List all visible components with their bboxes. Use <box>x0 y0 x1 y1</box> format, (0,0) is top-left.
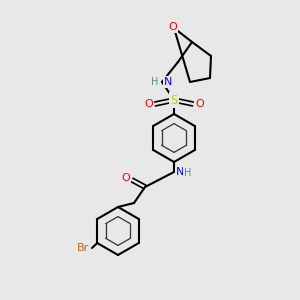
Text: S: S <box>170 94 178 106</box>
Text: H: H <box>184 168 191 178</box>
Text: Br: Br <box>77 243 89 253</box>
Text: O: O <box>121 173 130 183</box>
Text: O: O <box>169 22 177 32</box>
Text: H: H <box>151 77 158 87</box>
Text: O: O <box>144 99 153 109</box>
Text: O: O <box>195 99 204 109</box>
Text: N: N <box>164 77 172 87</box>
Text: N: N <box>176 167 184 177</box>
